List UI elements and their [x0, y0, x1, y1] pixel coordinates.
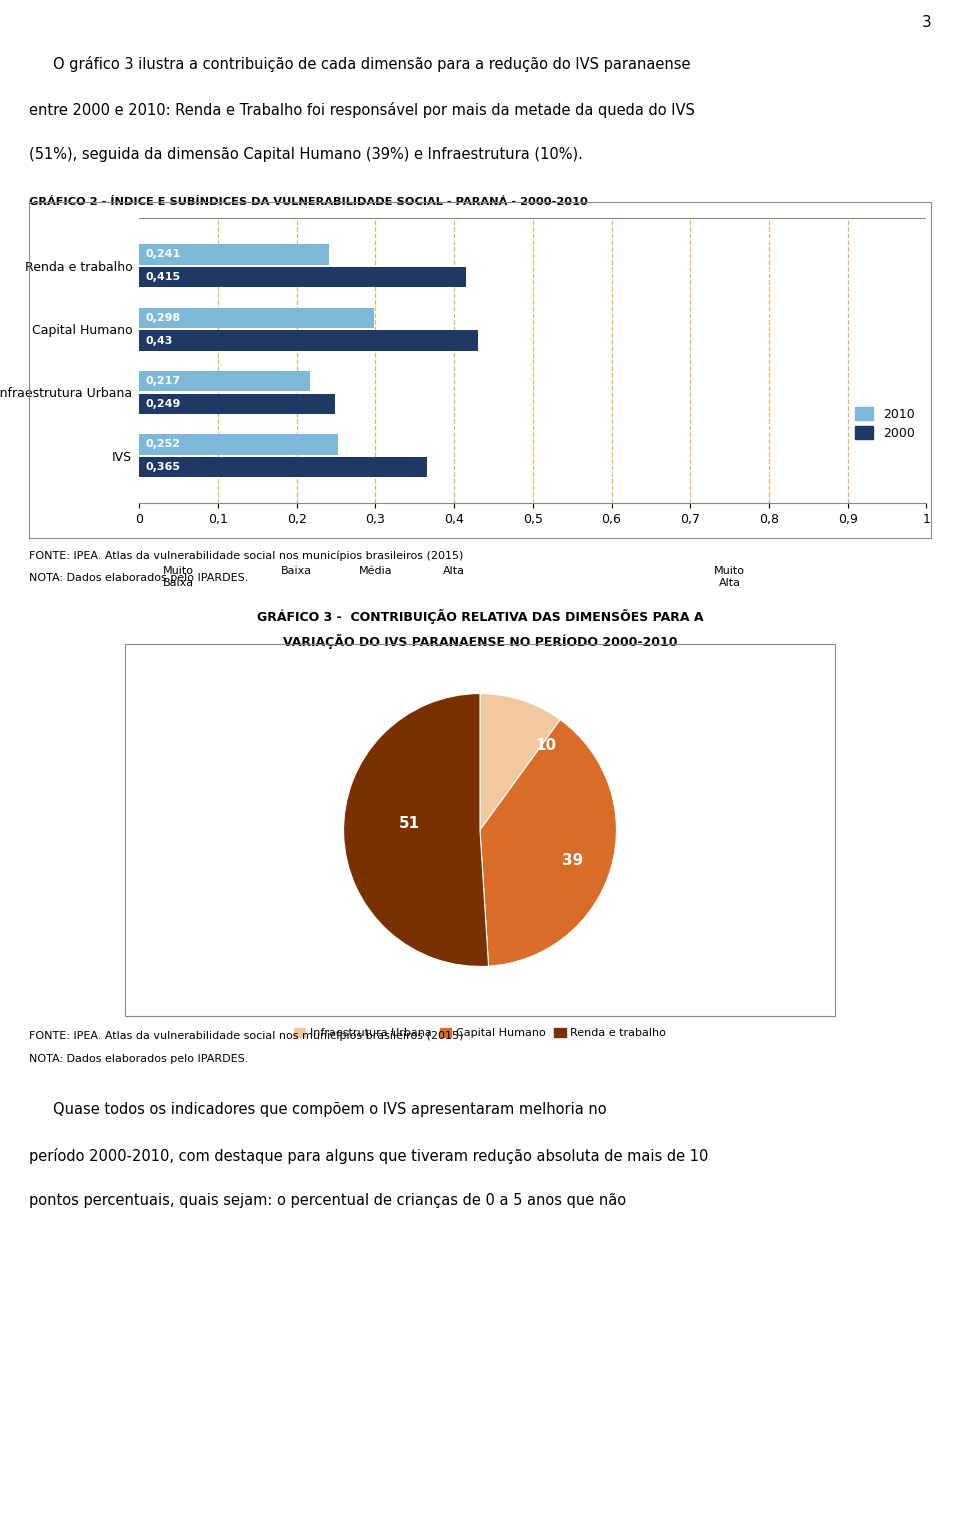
Text: Muito
Baixa: Muito Baixa — [163, 565, 194, 588]
Text: 0,43: 0,43 — [146, 335, 173, 346]
Text: 0,252: 0,252 — [146, 440, 180, 449]
Wedge shape — [480, 720, 616, 966]
Bar — [139, 458, 426, 478]
Text: entre 2000 e 2010: Renda e Trabalho foi responsável por mais da metade da queda : entre 2000 e 2010: Renda e Trabalho foi … — [29, 102, 695, 118]
Bar — [139, 308, 373, 327]
Text: FONTE: IPEA. Atlas da vulnerabilidade social nos municípios brasileiros (2015): FONTE: IPEA. Atlas da vulnerabilidade so… — [29, 550, 463, 561]
Bar — [139, 394, 335, 414]
Text: 3: 3 — [922, 15, 931, 30]
Bar — [139, 244, 329, 264]
Text: 0,217: 0,217 — [146, 376, 180, 387]
Text: 10: 10 — [535, 738, 556, 753]
Text: FONTE: IPEA. Atlas da vulnerabilidade social nos municípios brasileiros (2015): FONTE: IPEA. Atlas da vulnerabilidade so… — [29, 1031, 463, 1041]
Bar — [139, 434, 338, 455]
Legend: Infraestrutura Urbana, Capital Humano, Renda e trabalho: Infraestrutura Urbana, Capital Humano, R… — [290, 1023, 670, 1043]
Wedge shape — [344, 694, 489, 966]
Text: NOTA: Dados elaborados pelo IPARDES.: NOTA: Dados elaborados pelo IPARDES. — [29, 573, 249, 584]
Bar — [139, 371, 310, 391]
Text: período 2000-2010, com destaque para alguns que tiveram redução absoluta de mais: período 2000-2010, com destaque para alg… — [29, 1148, 708, 1164]
Text: 51: 51 — [398, 816, 420, 831]
Text: pontos percentuais, quais sejam: o percentual de crianças de 0 a 5 anos que não: pontos percentuais, quais sejam: o perce… — [29, 1193, 626, 1208]
Text: 0,365: 0,365 — [146, 462, 180, 471]
Text: 0,249: 0,249 — [146, 399, 180, 409]
Text: Muito
Alta: Muito Alta — [714, 565, 745, 588]
Bar — [139, 330, 478, 350]
Text: VARIAÇÃO DO IVS PARANAENSE NO PERÍODO 2000-2010: VARIAÇÃO DO IVS PARANAENSE NO PERÍODO 20… — [283, 634, 677, 649]
Wedge shape — [480, 694, 561, 831]
Text: 0,415: 0,415 — [146, 273, 180, 282]
Text: Alta: Alta — [444, 565, 465, 576]
Text: (51%), seguida da dimensão Capital Humano (39%) e Infraestrutura (10%).: (51%), seguida da dimensão Capital Human… — [29, 147, 583, 162]
Text: Média: Média — [358, 565, 393, 576]
Text: 39: 39 — [563, 852, 584, 867]
Text: GRÁFICO 3 -  CONTRIBUIÇÃO RELATIVA DAS DIMENSÕES PARA A: GRÁFICO 3 - CONTRIBUIÇÃO RELATIVA DAS DI… — [256, 609, 704, 625]
Text: Baixa: Baixa — [281, 565, 312, 576]
Text: O gráfico 3 ilustra a contribuição de cada dimensão para a redução do IVS parana: O gráfico 3 ilustra a contribuição de ca… — [53, 56, 690, 73]
Text: GRÁFICO 2 - ÍNDICE E SUBÍNDICES DA VULNERABILIDADE SOCIAL - PARANÁ - 2000-2010: GRÁFICO 2 - ÍNDICE E SUBÍNDICES DA VULNE… — [29, 197, 588, 208]
Text: Quase todos os indicadores que compõem o IVS apresentaram melhoria no: Quase todos os indicadores que compõem o… — [53, 1102, 607, 1117]
Text: 0,241: 0,241 — [146, 250, 180, 259]
Text: NOTA: Dados elaborados pelo IPARDES.: NOTA: Dados elaborados pelo IPARDES. — [29, 1054, 249, 1064]
Text: 0,298: 0,298 — [146, 312, 180, 323]
Legend: 2010, 2000: 2010, 2000 — [850, 402, 920, 444]
Bar — [139, 267, 466, 288]
